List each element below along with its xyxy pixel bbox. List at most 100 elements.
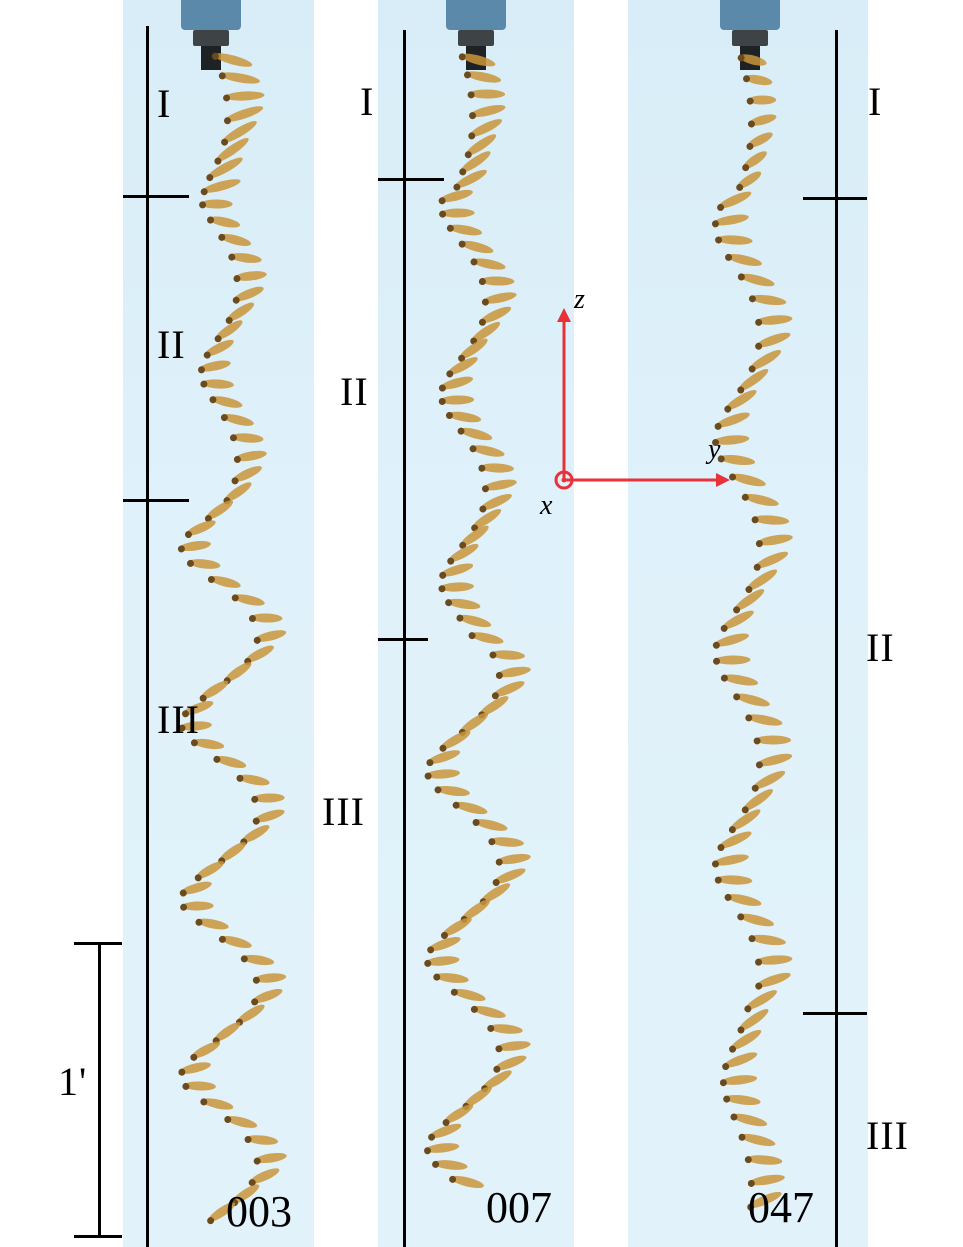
seed-snapshot bbox=[719, 1075, 758, 1087]
seed-snapshot bbox=[248, 613, 283, 623]
seed-snapshot bbox=[478, 306, 512, 326]
seed-snapshot bbox=[711, 854, 749, 868]
seed-snapshot bbox=[468, 632, 504, 644]
seed-snapshot bbox=[439, 730, 471, 752]
seed-snapshot bbox=[438, 395, 475, 405]
seed-snapshot bbox=[206, 157, 243, 182]
seed-snapshot bbox=[438, 189, 473, 205]
seed-snapshot bbox=[748, 350, 782, 373]
seed-snapshot bbox=[488, 837, 524, 847]
seed-snapshot bbox=[218, 233, 252, 246]
scale-bar-cap bbox=[74, 942, 122, 945]
scale-bar-cap bbox=[74, 1235, 122, 1238]
seed-snapshot bbox=[440, 917, 472, 939]
seed-snapshot bbox=[730, 1113, 768, 1127]
panel-id-007: 007 bbox=[486, 1183, 552, 1232]
seed-snapshot bbox=[736, 171, 762, 191]
seed-snapshot bbox=[478, 276, 515, 286]
seed-snapshot bbox=[714, 875, 753, 885]
seed-snapshot bbox=[218, 935, 252, 948]
seed-snapshot bbox=[224, 1116, 258, 1128]
seed-snapshot bbox=[745, 714, 783, 726]
seed-snapshot bbox=[464, 71, 502, 83]
seed-snapshot bbox=[218, 72, 260, 84]
seed-snapshot bbox=[446, 224, 483, 236]
seed-snapshot bbox=[200, 1098, 234, 1110]
seed-snapshot bbox=[747, 1191, 782, 1211]
x-axis-marker bbox=[554, 470, 574, 490]
seed-snapshot bbox=[194, 861, 224, 882]
region-label-047-3: III bbox=[866, 1113, 909, 1158]
panel-id-047: 047 bbox=[748, 1183, 814, 1232]
seed-snapshot bbox=[207, 575, 241, 588]
seed-snapshot bbox=[748, 934, 786, 946]
seed-snapshot bbox=[225, 302, 255, 324]
seed-snapshot bbox=[449, 1175, 484, 1188]
seed-snapshot bbox=[738, 1133, 776, 1147]
seed-snapshot bbox=[231, 594, 265, 606]
seed-snapshot bbox=[489, 650, 525, 660]
seed-snapshot bbox=[469, 445, 505, 457]
seed-snapshot bbox=[211, 52, 253, 67]
seed-snapshot bbox=[745, 569, 778, 594]
seed-snapshot bbox=[478, 463, 514, 473]
seed-snapshot bbox=[446, 357, 478, 378]
seed-snapshot bbox=[251, 988, 283, 1006]
seed-snapshot bbox=[207, 1202, 236, 1225]
seed-snapshot bbox=[712, 435, 750, 447]
seed-snapshot bbox=[209, 396, 243, 408]
seed-snapshot bbox=[203, 339, 234, 359]
seed-trajectory-007 bbox=[424, 53, 531, 1188]
panel-003 bbox=[123, 0, 314, 1247]
z-axis-label: z bbox=[574, 284, 585, 315]
seed-snapshot bbox=[244, 1135, 279, 1145]
seed-snapshot bbox=[472, 819, 508, 831]
seed-snapshot bbox=[233, 450, 267, 463]
seed-snapshot bbox=[459, 525, 489, 549]
seed-snapshot bbox=[458, 338, 488, 362]
scale-bar-label: 1' bbox=[58, 1059, 88, 1104]
seed-snapshot bbox=[424, 769, 460, 780]
seed-snapshot bbox=[233, 271, 267, 283]
seed-snapshot bbox=[252, 973, 287, 984]
seed-snapshot bbox=[755, 534, 793, 548]
seed-snapshot bbox=[751, 515, 790, 525]
seed-snapshot bbox=[253, 630, 287, 644]
seed-snapshot bbox=[728, 809, 761, 834]
seed-snapshot bbox=[470, 1005, 506, 1018]
seed-snapshot bbox=[469, 104, 506, 120]
seed-snapshot bbox=[744, 1155, 783, 1165]
seed-snapshot bbox=[228, 253, 262, 263]
seed-snapshot bbox=[426, 750, 461, 767]
seed-snapshot bbox=[190, 738, 225, 750]
seed-snapshot bbox=[741, 493, 779, 507]
seed-snapshot bbox=[439, 208, 475, 218]
seed-snapshot bbox=[720, 610, 754, 632]
seed-snapshot bbox=[432, 1160, 468, 1170]
region-bar-047 bbox=[835, 30, 838, 1247]
seed-snapshot bbox=[457, 427, 493, 441]
seed-snapshot bbox=[481, 292, 517, 306]
seed-snapshot bbox=[223, 91, 265, 102]
scale-bar bbox=[98, 943, 101, 1237]
seed-snapshot bbox=[251, 793, 285, 803]
seed-snapshot bbox=[199, 199, 233, 209]
seed-snapshot bbox=[748, 294, 787, 306]
seed-snapshot bbox=[729, 473, 766, 487]
seed-snapshot bbox=[737, 913, 774, 927]
seed-snapshot bbox=[753, 551, 789, 571]
seed-snapshot bbox=[195, 918, 229, 930]
seed-snapshot bbox=[714, 412, 750, 430]
seed-snapshot bbox=[438, 376, 474, 392]
seed-snapshot bbox=[214, 320, 243, 343]
x-axis-marker-dot bbox=[561, 477, 567, 483]
seed-snapshot bbox=[200, 379, 234, 389]
region-tick bbox=[803, 1012, 867, 1015]
seed-snapshot bbox=[491, 681, 525, 700]
y-axis-arrowhead bbox=[716, 473, 730, 487]
seed-snapshot bbox=[428, 1123, 462, 1141]
seed-snapshot bbox=[720, 674, 759, 686]
seed-snapshot bbox=[445, 598, 481, 610]
seed-snapshot bbox=[715, 235, 753, 245]
